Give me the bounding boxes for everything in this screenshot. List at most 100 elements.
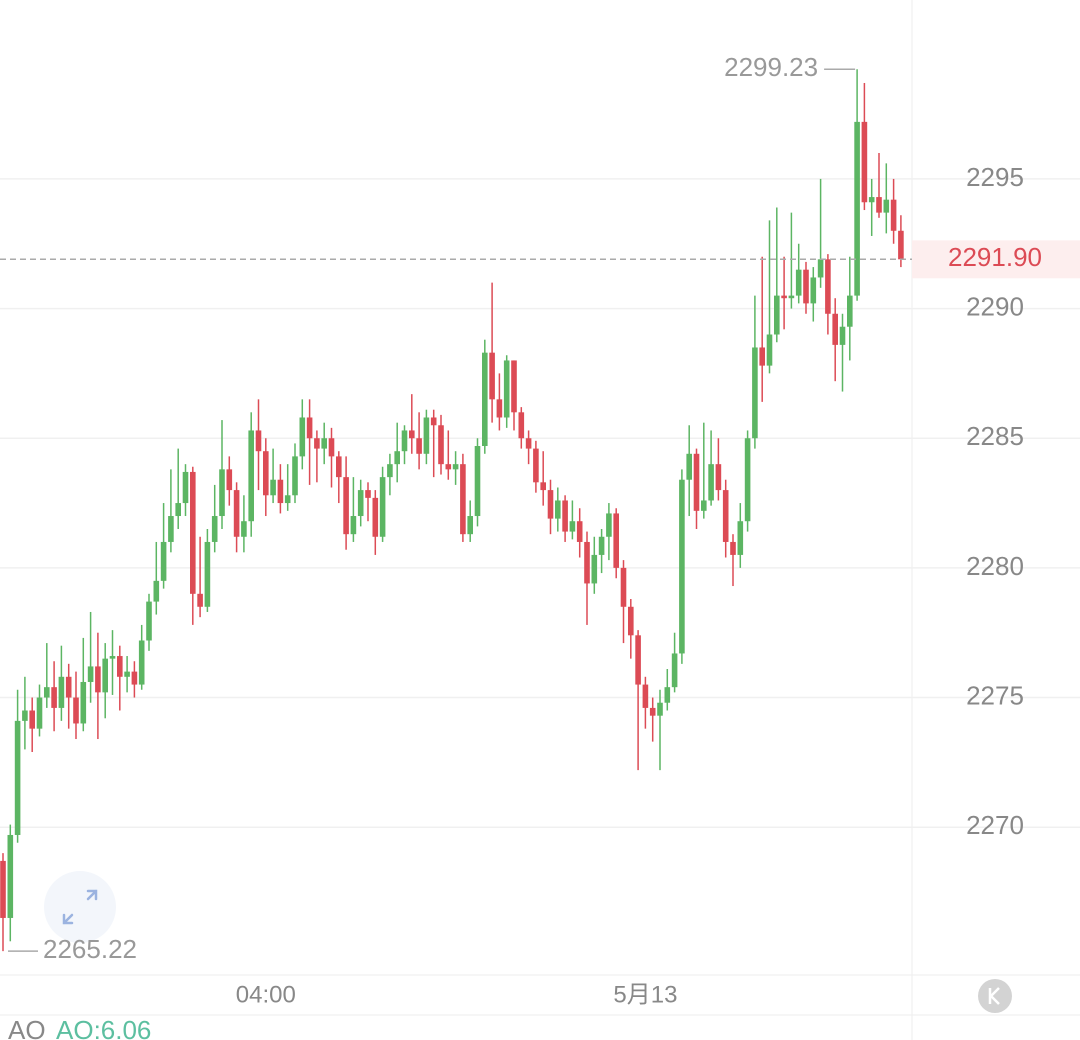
candle-body <box>153 580 160 602</box>
candle-body <box>883 199 890 213</box>
max-label: 2299.23 <box>724 52 818 82</box>
candle-body <box>547 490 554 519</box>
candle-body <box>774 295 780 335</box>
candle-body <box>482 352 488 447</box>
candle-body <box>817 259 824 278</box>
candle-body <box>372 497 379 537</box>
candle-body <box>226 469 233 491</box>
candle-body <box>138 640 145 685</box>
candle-body <box>854 121 860 296</box>
candle-body <box>387 464 393 478</box>
expand-button[interactable] <box>44 871 116 943</box>
candle-body <box>496 399 503 418</box>
last-price-bg <box>912 240 1080 279</box>
candle-body <box>890 199 897 231</box>
k-button-bg[interactable] <box>978 979 1012 1013</box>
candle-body <box>445 464 452 470</box>
candle-body <box>58 676 65 708</box>
candle-body <box>649 707 656 716</box>
candle-body <box>44 687 50 698</box>
candle-body <box>628 606 634 636</box>
candle-body <box>102 658 108 693</box>
candle-body <box>263 451 269 496</box>
candle-body <box>803 269 809 304</box>
candle-body <box>73 697 79 724</box>
candle-body <box>671 653 678 688</box>
candle-body <box>36 697 43 729</box>
candle-body <box>533 448 539 483</box>
candle-body <box>124 671 130 677</box>
candle-body <box>233 490 240 537</box>
candle-body <box>795 269 802 296</box>
candle-body <box>452 464 459 470</box>
candle-body <box>518 412 525 439</box>
candle-body <box>211 516 218 542</box>
k-button[interactable] <box>978 979 1012 1013</box>
candle-body <box>511 360 517 413</box>
candle-body <box>394 451 400 465</box>
candle-body <box>752 347 758 439</box>
candle-body <box>868 197 875 203</box>
candle-body <box>722 490 729 542</box>
candle-body <box>576 521 583 542</box>
candle-body <box>350 516 357 535</box>
y-tick-label: 2290 <box>966 291 1024 321</box>
candle-body <box>336 456 342 478</box>
candle-body <box>109 656 116 659</box>
candle-body <box>175 503 181 517</box>
candle-body <box>416 438 422 454</box>
candle-body <box>730 541 736 555</box>
candle-body <box>679 479 685 654</box>
candle-body <box>759 347 765 366</box>
candle-body <box>810 277 817 304</box>
candle-body <box>664 687 671 703</box>
candle-body <box>321 438 327 449</box>
candle-body <box>847 295 853 327</box>
candle-body <box>131 671 138 685</box>
candle-body <box>686 453 692 480</box>
candle-body <box>168 516 174 542</box>
expand-bg[interactable] <box>44 871 116 943</box>
candle-body <box>839 326 846 345</box>
candle-body <box>766 334 773 366</box>
candle-body <box>51 687 57 708</box>
candle-body <box>241 521 247 537</box>
candle-body <box>401 430 408 452</box>
candle-body <box>190 471 196 594</box>
candle-body <box>204 541 211 607</box>
candle-body <box>460 464 466 535</box>
candle-body <box>825 259 831 314</box>
candle-body <box>255 430 262 452</box>
candle-body <box>657 702 663 716</box>
candle-body <box>343 477 349 535</box>
candle-body <box>284 495 291 504</box>
candle-body <box>22 710 28 721</box>
candle-body <box>95 666 101 693</box>
candle-body <box>540 482 546 491</box>
candle-body <box>737 521 744 555</box>
candle-body <box>248 430 254 522</box>
candle-body <box>781 295 787 299</box>
candle-body <box>584 541 590 584</box>
candle-body <box>409 430 415 439</box>
candle-body <box>87 666 94 682</box>
candle-body <box>306 417 313 439</box>
last-price-label: 2291.90 <box>948 242 1042 272</box>
indicator-value: AO:6.06 <box>56 1015 151 1040</box>
candle-body <box>642 684 649 708</box>
expand-icon[interactable] <box>62 889 98 925</box>
candle-body <box>314 438 320 449</box>
candle-body <box>489 352 495 400</box>
y-tick-label: 2295 <box>966 162 1024 192</box>
candle-body <box>182 471 189 504</box>
candle-body <box>744 438 751 522</box>
candle-body <box>0 860 6 918</box>
candle-body <box>146 601 152 641</box>
candle-body <box>277 479 284 504</box>
candle-body <box>701 500 707 511</box>
k-button-icon[interactable] <box>988 987 1000 1005</box>
candle-body <box>365 490 371 498</box>
candle-body <box>620 567 627 607</box>
